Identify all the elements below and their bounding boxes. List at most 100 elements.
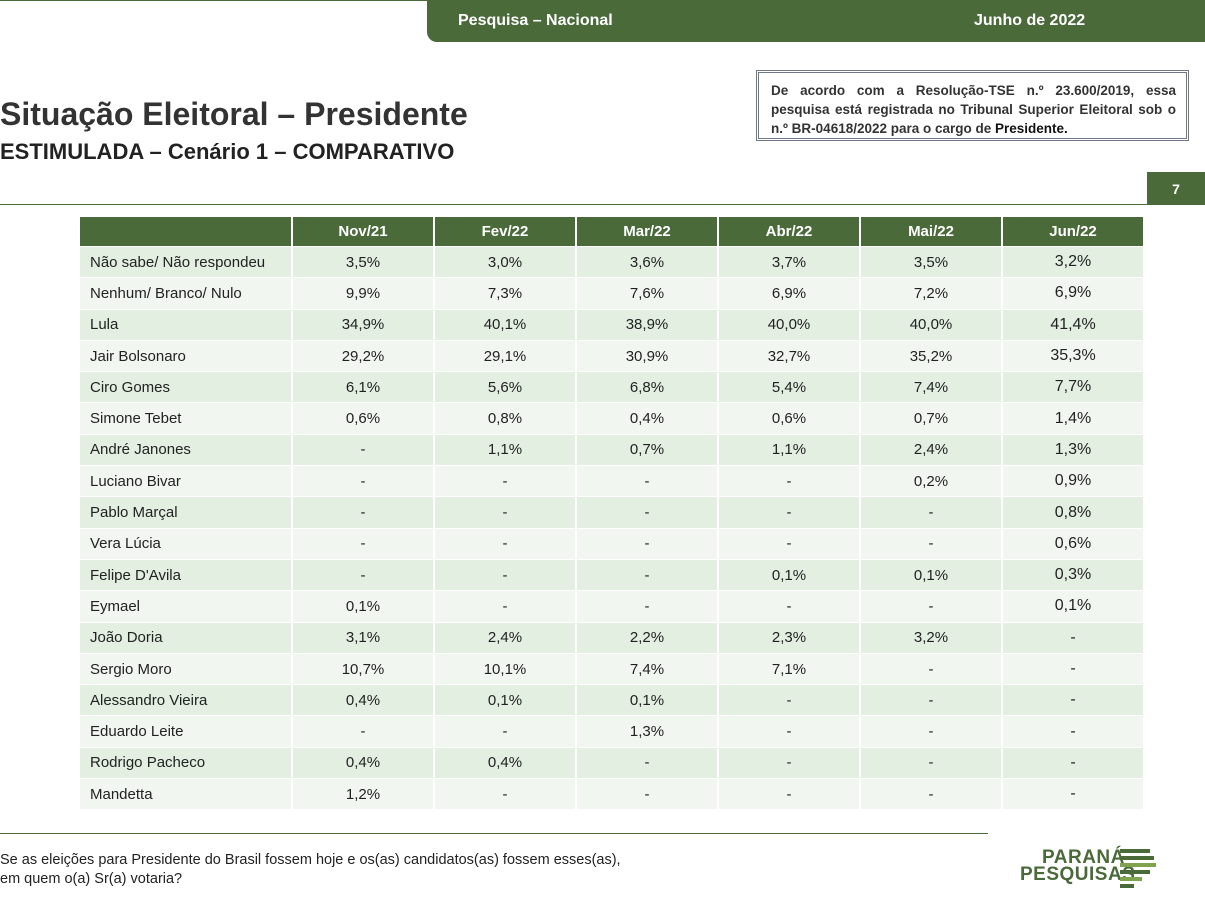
value-cell: - — [861, 653, 1001, 685]
value-cell: 1,1% — [719, 434, 859, 466]
value-cell: - — [435, 466, 575, 497]
value-cell: - — [1003, 779, 1143, 810]
value-cell: - — [861, 591, 1001, 622]
logo-stripes-icon — [1120, 849, 1156, 888]
value-cell: 1,3% — [577, 716, 717, 747]
value-cell: 6,1% — [293, 372, 433, 403]
survey-scope-label: Pesquisa – Nacional — [458, 12, 613, 29]
header-bar: Pesquisa – Nacional Junho de 2022 — [427, 0, 1205, 42]
value-cell: 2,3% — [719, 622, 859, 653]
column-header: Jun/22 — [1003, 217, 1143, 246]
value-cell: 29,1% — [435, 340, 575, 372]
value-cell: - — [577, 528, 717, 559]
value-cell: 7,2% — [861, 278, 1001, 309]
table-row: Pablo Marçal - - - - -0,8% — [80, 497, 1143, 528]
value-cell: 0,2% — [861, 466, 1001, 497]
table-row: Não sabe/ Não respondeu 3,5% 3,0% 3,6% 3,7% 3… — [80, 247, 1143, 278]
table-row: Eymael 0,1% - - - -0,1% — [80, 591, 1143, 622]
value-cell: 0,1% — [577, 685, 717, 716]
table-row: Sergio Moro 10,7% 10,1% 7,4% 7,1% - - — [80, 653, 1143, 685]
value-cell: - — [1003, 653, 1143, 685]
value-cell: 7,6% — [577, 278, 717, 309]
value-cell: - — [435, 497, 575, 528]
value-cell: 7,3% — [435, 278, 575, 309]
survey-date-label: Junho de 2022 — [974, 12, 1086, 29]
candidate-name-cell: Mandetta — [80, 779, 291, 810]
value-cell: 7,4% — [577, 653, 717, 685]
value-cell: 41,4% — [1003, 309, 1143, 340]
candidate-name-cell: Alessandro Vieira — [80, 685, 291, 716]
value-cell: 38,9% — [577, 309, 717, 340]
value-cell: 0,6% — [293, 403, 433, 434]
value-cell: - — [577, 466, 717, 497]
value-cell: - — [719, 747, 859, 779]
value-cell: 0,1% — [435, 685, 575, 716]
value-cell: 7,4% — [861, 372, 1001, 403]
table-row: André Janones -1,1% 0,7% 1,1% 2,4% 1,3% — [80, 434, 1143, 466]
value-cell: 34,9% — [293, 309, 433, 340]
value-cell: 0,8% — [435, 403, 575, 434]
value-cell: - — [719, 466, 859, 497]
value-cell: 3,1% — [293, 622, 433, 653]
value-cell: - — [577, 747, 717, 779]
page-number: 7 — [1147, 172, 1205, 205]
value-cell: - — [1003, 622, 1143, 653]
value-cell: 1,4% — [1003, 403, 1143, 434]
value-cell: - — [861, 716, 1001, 747]
table-row: João Doria 3,1% 2,4% 2,2% 2,3% 3,2% - — [80, 622, 1143, 653]
value-cell: 1,3% — [1003, 434, 1143, 466]
value-cell: 3,2% — [1003, 247, 1143, 278]
column-header: Mar/22 — [577, 217, 717, 246]
value-cell: - — [293, 716, 433, 747]
table-row: Alessandro Vieira 0,4% 0,1% 0,1% - - - — [80, 685, 1143, 716]
value-cell: - — [435, 716, 575, 747]
value-cell: - — [577, 497, 717, 528]
table-row: Simone Tebet 0,6% 0,8% 0,4% 0,6% 0,7% 1,4% — [80, 403, 1143, 434]
value-cell: 5,6% — [435, 372, 575, 403]
value-cell: 29,2% — [293, 340, 433, 372]
parana-pesquisas-logo: PARANÁ PESQUISAS — [1018, 846, 1158, 894]
footer-divider — [0, 833, 988, 834]
candidate-name-cell: Rodrigo Pacheco — [80, 747, 291, 779]
table-header-row: Nov/21 Fev/22 Mar/22 Abr/22 Mai/22 Jun/2… — [80, 217, 1143, 246]
tse-registration-notice: De acordo com a Resolução-TSE n.º 23.600… — [756, 70, 1189, 141]
candidate-name-cell: Sergio Moro — [80, 653, 291, 685]
candidate-name-cell: João Doria — [80, 622, 291, 653]
value-cell: - — [1003, 716, 1143, 747]
header-divider — [0, 204, 1205, 205]
value-cell: 7,1% — [719, 653, 859, 685]
candidate-name-cell: Jair Bolsonaro — [80, 340, 291, 372]
value-cell: 0,4% — [293, 747, 433, 779]
value-cell: 0,4% — [293, 685, 433, 716]
value-cell: - — [861, 779, 1001, 810]
value-cell: 40,1% — [435, 309, 575, 340]
column-header: Nov/21 — [293, 217, 433, 246]
candidate-name-cell: Pablo Marçal — [80, 497, 291, 528]
candidate-name-cell: André Janones — [80, 434, 291, 466]
value-cell: 40,0% — [719, 309, 859, 340]
candidate-name-cell: Nenhum/ Branco/ Nulo — [80, 278, 291, 309]
notice-text: De acordo com a Resolução-TSE n.º 23.600… — [771, 83, 1176, 136]
column-header: Mai/22 — [861, 217, 1001, 246]
header-blank-cell — [80, 217, 291, 246]
value-cell: - — [435, 591, 575, 622]
value-cell: 7,7% — [1003, 372, 1143, 403]
table-row: Vera Lúcia - - - - -0,6% — [80, 528, 1143, 559]
value-cell: - — [577, 559, 717, 591]
value-cell: 3,0% — [435, 247, 575, 278]
table-row: Luciano Bivar - - - -0,2% 0,9% — [80, 466, 1143, 497]
value-cell: 0,1% — [719, 559, 859, 591]
value-cell: - — [435, 528, 575, 559]
value-cell: 3,7% — [719, 247, 859, 278]
question-line-1: Se as eleições para Presidente do Brasil… — [0, 852, 621, 868]
value-cell: 0,7% — [577, 434, 717, 466]
value-cell: 0,7% — [861, 403, 1001, 434]
value-cell: 3,5% — [861, 247, 1001, 278]
candidate-name-cell: Vera Lúcia — [80, 528, 291, 559]
value-cell: 6,9% — [719, 278, 859, 309]
value-cell: - — [719, 591, 859, 622]
value-cell: 2,4% — [435, 622, 575, 653]
logo-text-line-2: PESQUISAS — [1020, 864, 1136, 885]
value-cell: 0,4% — [435, 747, 575, 779]
value-cell: - — [861, 497, 1001, 528]
